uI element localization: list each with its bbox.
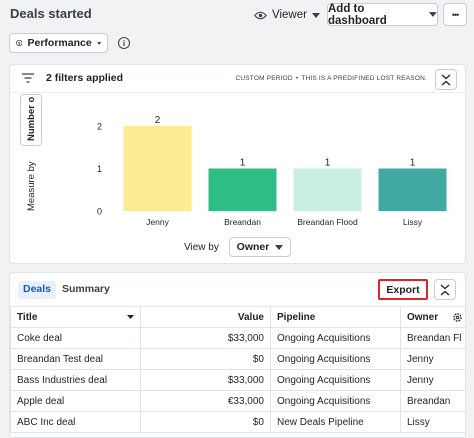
table-row[interactable]: Coke deal $33,000 Ongoing Acquisitions B… bbox=[10, 327, 465, 349]
cell-pipeline: New Deals Pipeline bbox=[270, 411, 401, 433]
eye-icon bbox=[254, 11, 267, 19]
cell-title[interactable]: Breandan Test deal bbox=[10, 348, 141, 370]
collapse-icon bbox=[441, 74, 451, 85]
table-row[interactable]: Bass Industries deal $33,000 Ongoing Acq… bbox=[10, 369, 465, 391]
view-by-label: View by bbox=[184, 242, 219, 253]
column-header-label: Title bbox=[17, 311, 38, 323]
cell-title[interactable]: ABC Inc deal bbox=[10, 411, 141, 433]
x-tick-label: Breandan bbox=[224, 217, 261, 227]
export-button[interactable]: Export bbox=[378, 279, 428, 300]
cell-owner: Jenny bbox=[400, 348, 465, 370]
info-icon[interactable]: i bbox=[118, 37, 130, 49]
cell-title[interactable]: Bass Industries deal bbox=[10, 369, 141, 391]
cell-value: €33,000 bbox=[140, 390, 271, 412]
filter-icon bbox=[22, 73, 34, 83]
cell-title[interactable]: Apple deal bbox=[10, 390, 141, 412]
chart-card: 2 filters applied CUSTOM PERIOD • THIS IS … bbox=[9, 64, 466, 264]
column-header-value[interactable]: Value bbox=[140, 306, 271, 328]
top-bar: Deals started Viewer Add to dashboard ••… bbox=[0, 0, 474, 30]
filter-summary: CUSTOM PERIOD • THIS IS A PREDIFINED LOST … bbox=[235, 75, 427, 82]
chevron-down-icon bbox=[429, 12, 437, 17]
viewer-label: Viewer bbox=[272, 9, 307, 21]
y-tick-label: 1 bbox=[97, 164, 102, 174]
dollar-circle-icon: $ bbox=[16, 39, 23, 47]
cell-owner: Lissy bbox=[400, 411, 465, 433]
viewer-dropdown[interactable]: Viewer bbox=[254, 5, 320, 25]
cell-pipeline: Ongoing Acquisitions bbox=[270, 390, 401, 412]
x-tick-label: Breandan Flood bbox=[297, 217, 358, 227]
svg-text:$: $ bbox=[18, 40, 21, 45]
cell-owner: Breandan bbox=[400, 390, 465, 412]
table-row[interactable]: ABC Inc deal $0 New Deals Pipeline Lissy bbox=[10, 411, 465, 433]
cell-value: $33,000 bbox=[140, 327, 271, 349]
column-header-owner[interactable]: Owner bbox=[400, 306, 465, 328]
cell-value: $0 bbox=[140, 411, 271, 433]
cell-pipeline: Ongoing Acquisitions bbox=[270, 327, 401, 349]
period-label: CUSTOM PERIOD bbox=[235, 75, 293, 82]
chevron-down-icon bbox=[96, 41, 101, 45]
data-label: 1 bbox=[410, 158, 416, 169]
more-options-button[interactable]: ••• bbox=[443, 3, 467, 26]
filter-bar[interactable]: 2 filters applied CUSTOM PERIOD • THIS IS … bbox=[10, 65, 465, 93]
data-label: 2 bbox=[155, 115, 161, 126]
separator: • bbox=[295, 75, 299, 82]
bar-breandan-flood bbox=[293, 168, 362, 211]
chevron-down-icon bbox=[311, 12, 320, 18]
cell-pipeline: Ongoing Acquisitions bbox=[270, 348, 401, 370]
sort-desc-icon bbox=[127, 315, 134, 319]
cell-title[interactable]: Coke deal bbox=[10, 327, 141, 349]
add-to-dashboard-label: Add to dashboard bbox=[328, 2, 387, 27]
bar-jenny bbox=[123, 126, 192, 211]
table-row[interactable]: Breandan Test deal $0 Ongoing Acquisitio… bbox=[10, 348, 465, 370]
cell-value: $0 bbox=[140, 348, 271, 370]
x-tick-label: Lissy bbox=[403, 217, 423, 227]
tab-summary[interactable]: Summary bbox=[62, 283, 110, 295]
report-type-label: Performance bbox=[27, 37, 92, 49]
data-label: 1 bbox=[240, 158, 246, 169]
gear-icon[interactable] bbox=[452, 312, 463, 323]
view-by-value: Owner bbox=[236, 241, 270, 253]
view-by-dropdown[interactable]: Owner bbox=[229, 237, 291, 257]
more-icon: ••• bbox=[451, 9, 460, 20]
data-label: 1 bbox=[325, 158, 331, 169]
filters-applied-label: 2 filters applied bbox=[46, 72, 124, 84]
report-type-dropdown[interactable]: $ Performance bbox=[9, 33, 108, 53]
cell-pipeline: Ongoing Acquisitions bbox=[270, 369, 401, 391]
column-header-pipeline[interactable]: Pipeline bbox=[270, 306, 401, 328]
column-header-title[interactable]: Title bbox=[10, 306, 141, 328]
cell-owner: Breandan Fl bbox=[400, 327, 465, 349]
cell-value: $33,000 bbox=[140, 369, 271, 391]
column-header-label: Owner bbox=[407, 311, 439, 323]
chevron-down-icon bbox=[275, 244, 284, 250]
deals-table: Title Value Pipeline Owner Coke deal bbox=[10, 306, 465, 433]
collapse-table-button[interactable] bbox=[434, 279, 456, 300]
add-to-dashboard-button[interactable]: Add to dashboard bbox=[327, 2, 438, 27]
x-tick-label: Jenny bbox=[146, 217, 169, 227]
tab-deals[interactable]: Deals bbox=[18, 281, 57, 299]
collapse-icon bbox=[440, 284, 450, 295]
info-glyph: i bbox=[122, 38, 126, 48]
bar-chart: 0 1 2 2 Jenny 1 Breandan 1 Breandan Flood 1 Lissy bbox=[97, 115, 447, 227]
collapse-filters-button[interactable] bbox=[435, 69, 457, 90]
bar-breandan bbox=[208, 168, 277, 211]
page-title: Deals started bbox=[10, 6, 92, 21]
table-header-row: Title Value Pipeline Owner bbox=[10, 306, 465, 328]
y-tick-label: 2 bbox=[97, 122, 102, 132]
measure-by-dropdown[interactable]: Number o bbox=[20, 94, 42, 146]
table-row[interactable]: Apple deal €33,000 Ongoing Acquisitions … bbox=[10, 390, 465, 412]
y-tick-label: 0 bbox=[97, 207, 102, 217]
cell-owner: Jenny bbox=[400, 369, 465, 391]
deals-table-card: Deals Summary Export Title Value Pipelin… bbox=[9, 272, 466, 438]
bar-lissy bbox=[378, 168, 447, 211]
filter-note: THIS IS A PREDIFINED LOST REASON. bbox=[301, 75, 427, 82]
